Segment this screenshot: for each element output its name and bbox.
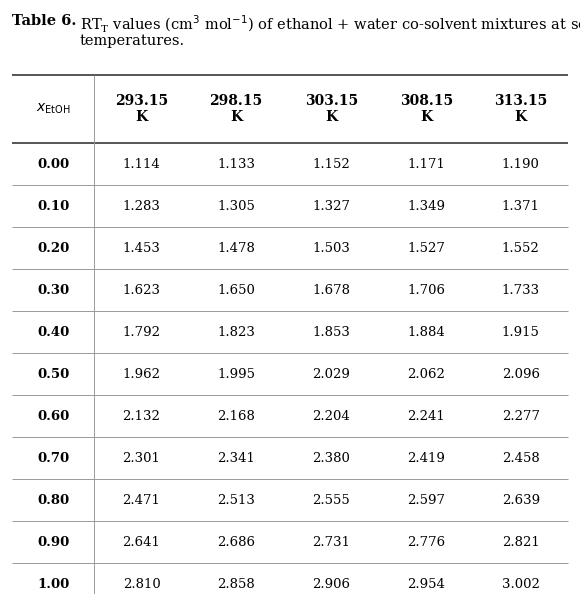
- Text: 1.114: 1.114: [123, 157, 161, 170]
- Text: 2.731: 2.731: [312, 536, 350, 548]
- Text: 2.641: 2.641: [122, 536, 161, 548]
- Text: 2.471: 2.471: [122, 494, 161, 507]
- Text: 1.623: 1.623: [122, 283, 161, 296]
- Text: 1.171: 1.171: [407, 157, 445, 170]
- Text: 2.821: 2.821: [502, 536, 539, 548]
- Text: Table 6.: Table 6.: [12, 14, 77, 28]
- Text: temperatures.: temperatures.: [80, 34, 185, 48]
- Text: 2.686: 2.686: [217, 536, 255, 548]
- Text: 2.776: 2.776: [407, 536, 445, 548]
- Text: 308.15
K: 308.15 K: [400, 94, 453, 124]
- Text: 1.152: 1.152: [312, 157, 350, 170]
- Text: 2.029: 2.029: [312, 368, 350, 381]
- Text: 1.371: 1.371: [502, 200, 540, 213]
- Text: 1.792: 1.792: [122, 326, 161, 339]
- Text: 2.204: 2.204: [312, 409, 350, 422]
- Text: 2.810: 2.810: [123, 577, 161, 590]
- Text: 2.639: 2.639: [502, 494, 540, 507]
- Text: 1.962: 1.962: [122, 368, 161, 381]
- Text: 1.133: 1.133: [217, 157, 255, 170]
- Text: 1.915: 1.915: [502, 326, 539, 339]
- Text: 2.597: 2.597: [407, 494, 445, 507]
- Text: 1.283: 1.283: [122, 200, 161, 213]
- Text: 1.884: 1.884: [407, 326, 445, 339]
- Text: 2.132: 2.132: [122, 409, 161, 422]
- Text: 1.678: 1.678: [312, 283, 350, 296]
- Text: $\it{x}_{\rm EtOH}$: $\it{x}_{\rm EtOH}$: [36, 102, 70, 116]
- Text: 2.062: 2.062: [407, 368, 445, 381]
- Text: 1.478: 1.478: [217, 242, 255, 254]
- Text: 0.30: 0.30: [37, 283, 69, 296]
- Text: 1.503: 1.503: [312, 242, 350, 254]
- Text: 0.90: 0.90: [37, 536, 69, 548]
- Text: 0.10: 0.10: [37, 200, 69, 213]
- Text: 2.301: 2.301: [122, 451, 161, 465]
- Text: 0.50: 0.50: [37, 368, 69, 381]
- Text: 1.453: 1.453: [122, 242, 161, 254]
- Text: 0.60: 0.60: [37, 409, 69, 422]
- Text: 1.349: 1.349: [407, 200, 445, 213]
- Text: 2.241: 2.241: [407, 409, 445, 422]
- Text: 1.853: 1.853: [312, 326, 350, 339]
- Text: 2.906: 2.906: [312, 577, 350, 590]
- Text: 1.995: 1.995: [217, 368, 255, 381]
- Text: 2.858: 2.858: [217, 577, 255, 590]
- Text: RT$_\mathregular{T}$ values (cm$^3$ mol$^{-1}$) of ethanol + water co-solvent mi: RT$_\mathregular{T}$ values (cm$^3$ mol$…: [80, 14, 580, 35]
- Text: 2.954: 2.954: [407, 577, 445, 590]
- Text: 0.80: 0.80: [37, 494, 69, 507]
- Text: 1.552: 1.552: [502, 242, 539, 254]
- Text: 2.096: 2.096: [502, 368, 540, 381]
- Text: 2.168: 2.168: [217, 409, 255, 422]
- Text: 293.15
K: 293.15 K: [115, 94, 168, 124]
- Text: 1.650: 1.650: [217, 283, 255, 296]
- Text: 303.15
K: 303.15 K: [304, 94, 358, 124]
- Text: 1.706: 1.706: [407, 283, 445, 296]
- Text: 2.419: 2.419: [407, 451, 445, 465]
- Text: 1.527: 1.527: [407, 242, 445, 254]
- Text: 2.458: 2.458: [502, 451, 539, 465]
- Text: 1.00: 1.00: [37, 577, 69, 590]
- Text: 0.40: 0.40: [37, 326, 69, 339]
- Text: 0.00: 0.00: [37, 157, 69, 170]
- Text: 298.15
K: 298.15 K: [209, 94, 263, 124]
- Text: 1.733: 1.733: [502, 283, 540, 296]
- Text: 1.823: 1.823: [217, 326, 255, 339]
- Text: 0.20: 0.20: [37, 242, 69, 254]
- Text: 0.70: 0.70: [37, 451, 69, 465]
- Text: 1.190: 1.190: [502, 157, 539, 170]
- Text: 3.002: 3.002: [502, 577, 539, 590]
- Text: 1.305: 1.305: [217, 200, 255, 213]
- Text: 1.327: 1.327: [312, 200, 350, 213]
- Text: 313.15
K: 313.15 K: [494, 94, 548, 124]
- Text: 2.341: 2.341: [217, 451, 255, 465]
- Text: 2.277: 2.277: [502, 409, 540, 422]
- Text: 2.513: 2.513: [217, 494, 255, 507]
- Text: 2.380: 2.380: [312, 451, 350, 465]
- Text: 2.555: 2.555: [312, 494, 350, 507]
